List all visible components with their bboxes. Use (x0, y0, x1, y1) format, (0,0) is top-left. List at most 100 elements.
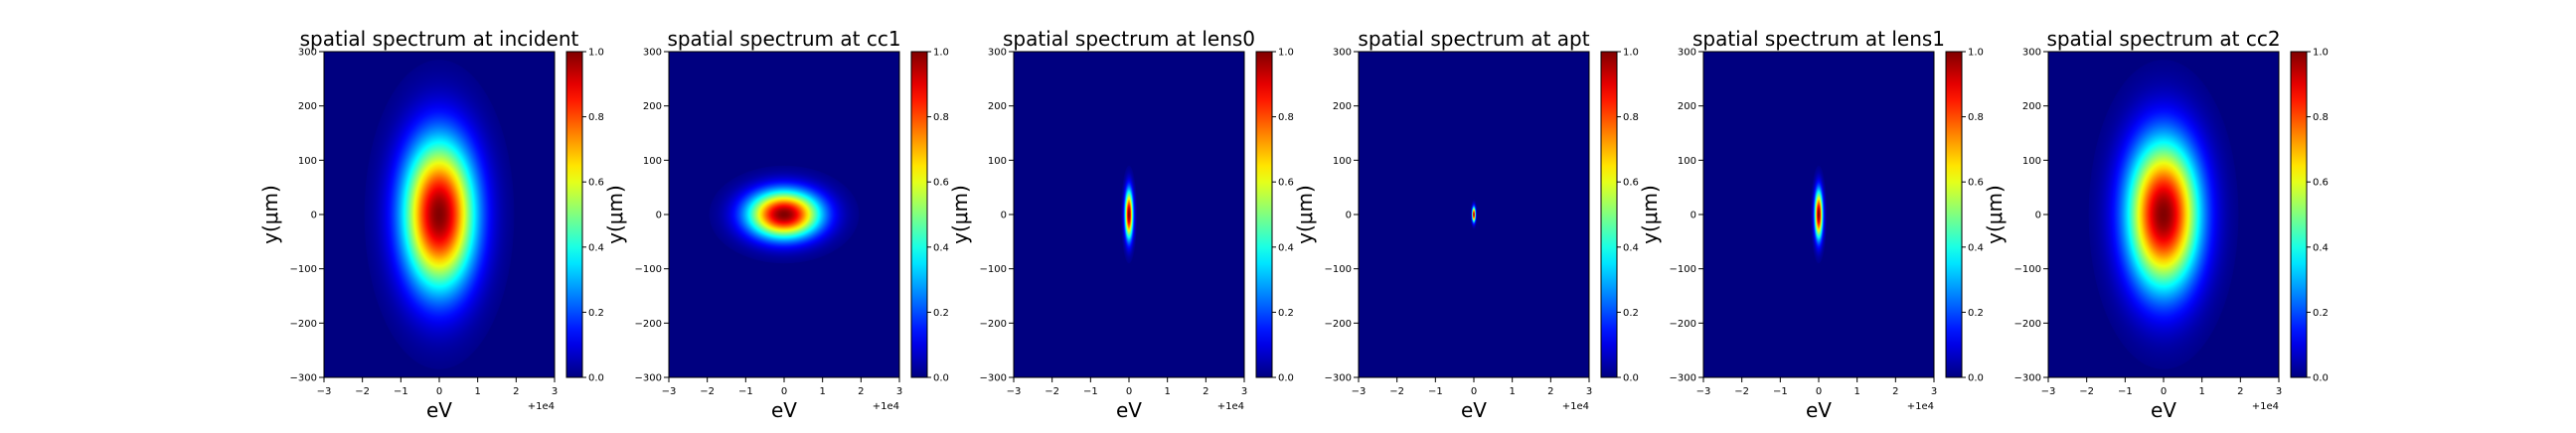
x-tick-label: 3 (1241, 386, 1247, 397)
x-offset-label: +1e4 (2252, 401, 2279, 412)
x-tick-label: −1 (1773, 386, 1788, 397)
chart-title: spatial spectrum at incident (300, 27, 579, 51)
colorbar-tick-label: 0.8 (1278, 112, 1294, 123)
colorbar-tick-label: 0.8 (1623, 112, 1639, 123)
y-axis-label: y(μm) (1293, 185, 1317, 244)
y-axis-label: y(μm) (258, 185, 282, 244)
y-tick-label: 300 (643, 48, 662, 59)
colorbar-tick-label: 0.2 (1278, 308, 1294, 319)
colorbar-tick-label: 0.4 (1278, 242, 1294, 253)
x-tick-label: 3 (2276, 386, 2282, 397)
y-tick-label: 200 (2022, 101, 2041, 112)
colorbar-tick-label: 1.0 (2313, 48, 2329, 59)
y-tick-label: 200 (643, 101, 662, 112)
x-tick-label: 0 (1126, 386, 1132, 397)
y-axis-label: y(μm) (1638, 185, 1662, 244)
intensity-spot (709, 165, 860, 264)
intensity-spot (1810, 165, 1828, 264)
x-offset-label: +1e4 (873, 401, 899, 412)
x-tick-label: 1 (1509, 386, 1515, 397)
y-tick-label: 100 (298, 156, 317, 167)
colorbar-tick-label: 0.2 (933, 308, 949, 319)
colorbar-tick-label: 0.2 (1968, 308, 1984, 319)
y-tick-label: −100 (980, 264, 1007, 275)
chart-title: spatial spectrum at cc1 (667, 27, 900, 51)
colorbar-tick-label: 0.6 (933, 178, 949, 189)
colorbar-tick-label: 0.8 (933, 112, 949, 123)
x-tick-label: 2 (2237, 386, 2243, 397)
y-tick-label: 300 (2022, 48, 2041, 59)
y-tick-label: 0 (1690, 211, 1696, 221)
x-tick-label: −2 (700, 386, 715, 397)
x-tick-label: 3 (552, 386, 558, 397)
y-tick-label: 0 (2035, 211, 2041, 221)
x-tick-label: −2 (1045, 386, 1059, 397)
heatmap-panel-4: spatial spectrum at apt −3 −2 −1 0 1 2 3 +1e4 −30… (1293, 27, 1639, 422)
x-tick-label: 0 (781, 386, 787, 397)
x-tick-label: 1 (1853, 386, 1859, 397)
y-tick-label: −300 (1325, 373, 1352, 384)
x-tick-label: −3 (1352, 386, 1367, 397)
intensity-spot (1120, 165, 1138, 264)
x-tick-label: −1 (2118, 386, 2133, 397)
y-tick-label: −200 (290, 319, 317, 330)
y-tick-label: 100 (2022, 156, 2041, 167)
colorbar-tick-label: 0.4 (933, 242, 949, 253)
colorbar-tick-label: 0.6 (1968, 178, 1984, 189)
x-tick-label: −3 (662, 386, 677, 397)
x-tick-label: 0 (1816, 386, 1822, 397)
x-tick-label: 0 (2161, 386, 2167, 397)
x-tick-label: −1 (394, 386, 408, 397)
y-tick-label: −300 (1670, 373, 1696, 384)
x-offset-label: +1e4 (528, 401, 555, 412)
x-tick-label: 1 (819, 386, 825, 397)
x-tick-label: −2 (1389, 386, 1404, 397)
colorbar-tick-label: 1.0 (588, 48, 604, 59)
chart-title: spatial spectrum at apt (1358, 27, 1589, 51)
y-tick-label: −300 (2014, 373, 2041, 384)
colorbar-tick-label: 0.4 (588, 242, 604, 253)
colorbar-tick-label: 0.6 (588, 178, 604, 189)
x-tick-label: 2 (1547, 386, 1553, 397)
x-axis-label: eV (1116, 398, 1142, 422)
x-tick-label: 0 (1471, 386, 1477, 397)
colorbar-tick-label: 0.0 (2313, 373, 2329, 384)
colorbar-tick-label: 0.2 (2313, 308, 2329, 319)
y-tick-label: 300 (1333, 48, 1352, 59)
colorbar-tick-label: 0.0 (1968, 373, 1984, 384)
colorbar-tick-label: 0.8 (588, 112, 604, 123)
y-tick-label: 200 (988, 101, 1007, 112)
x-axis-label: eV (1806, 398, 1832, 422)
y-tick-label: −200 (1325, 319, 1352, 330)
colorbar-tick-label: 0.6 (1623, 178, 1639, 189)
y-tick-label: 300 (988, 48, 1007, 59)
x-tick-label: −1 (1428, 386, 1443, 397)
colorbar-tick-label: 0.2 (1623, 308, 1639, 319)
y-tick-label: −100 (1325, 264, 1352, 275)
colorbar-tick-label: 0.0 (933, 373, 949, 384)
y-tick-label: 100 (988, 156, 1007, 167)
heatmap-panel-2: spatial spectrum at cc1 −3 −2 −1 0 1 2 3 +1e4 −30… (603, 27, 949, 422)
x-tick-label: −1 (738, 386, 753, 397)
chart-title: spatial spectrum at lens1 (1692, 27, 1945, 51)
intensity-spot (364, 60, 515, 369)
y-tick-label: 300 (1678, 48, 1696, 59)
x-tick-label: 0 (436, 386, 442, 397)
colorbar-tick-label: 0.6 (2313, 178, 2329, 189)
y-tick-label: −100 (290, 264, 317, 275)
heatmap-panel-5: spatial spectrum at lens1 −3 −2 −1 0 1 2 3 +1e4 −… (1638, 27, 1984, 422)
y-tick-label: −200 (2014, 319, 2041, 330)
y-tick-label: 200 (1678, 101, 1696, 112)
x-tick-label: 1 (1164, 386, 1170, 397)
y-tick-label: 100 (643, 156, 662, 167)
y-tick-label: 300 (298, 48, 317, 59)
y-tick-label: −300 (290, 373, 317, 384)
colorbar-tick-label: 0.0 (588, 373, 604, 384)
y-tick-label: 100 (1678, 156, 1696, 167)
y-tick-label: 0 (1346, 211, 1352, 221)
y-tick-label: −200 (980, 319, 1007, 330)
colorbar (1600, 51, 1618, 378)
x-tick-label: 2 (858, 386, 864, 397)
intensity-spot (1470, 200, 1478, 229)
